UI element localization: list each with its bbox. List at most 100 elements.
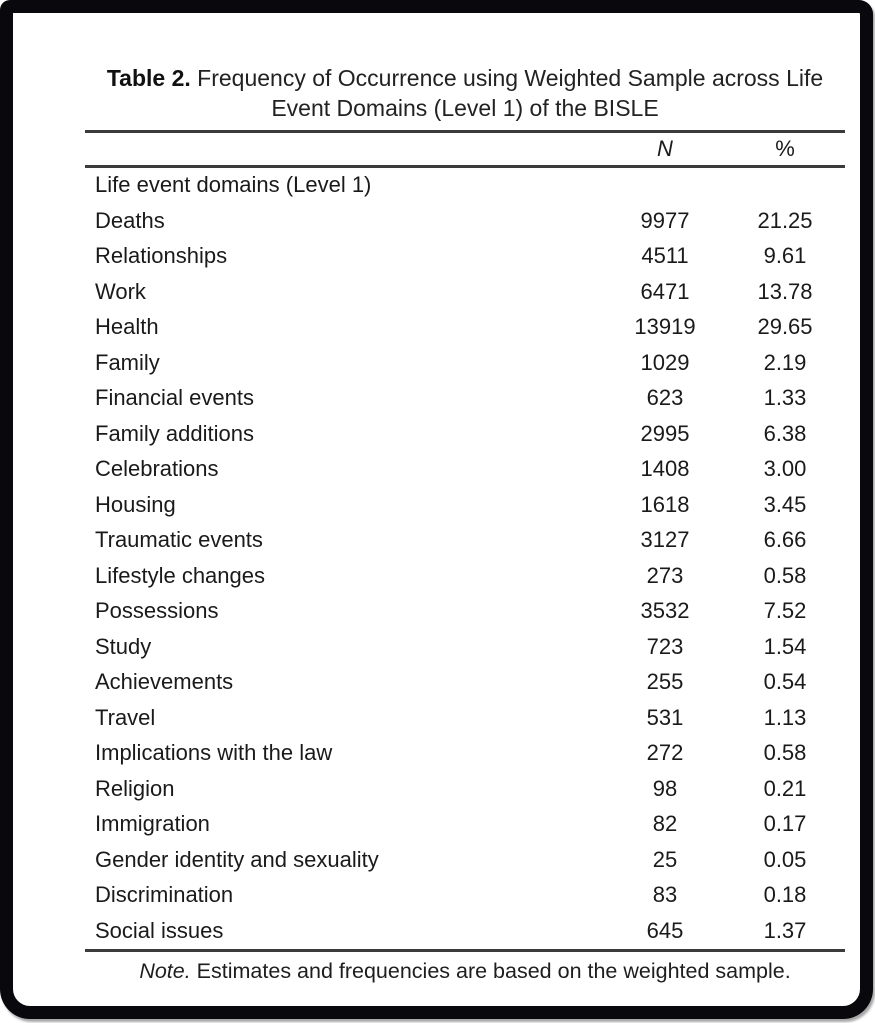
table-number: Table 2. (106, 65, 191, 91)
table-row: Deaths 9977 21.25 (85, 203, 845, 239)
row-label: Discrimination (95, 882, 234, 908)
row-n-value: 4511 (641, 243, 689, 269)
row-n-value: 82 (652, 811, 678, 837)
row-n-value: 3127 (640, 527, 690, 553)
row-n-value: 1029 (640, 349, 690, 375)
table-row: Religion 98 0.21 (85, 771, 845, 807)
table-row: Family 1029 2.19 (85, 345, 845, 381)
row-pct-value: 0.58 (763, 740, 807, 766)
row-pct-value: 7.52 (763, 598, 807, 624)
frequency-table: N % Life event domains (Level 1) Deaths … (85, 129, 845, 952)
row-pct-value: 6.38 (763, 420, 807, 446)
row-pct-value: 29.65 (757, 314, 813, 340)
row-label: Relationships (95, 243, 228, 269)
note-text: Estimates and frequencies are based on t… (190, 958, 791, 983)
row-n-value: 83 (652, 882, 678, 908)
row-label: Deaths (95, 207, 165, 233)
table-title: Table 2. Frequency of Occurrence using W… (85, 63, 845, 124)
table-row: Work 6471 13.78 (85, 274, 845, 310)
table-row: Gender identity and sexuality 25 0.05 (85, 842, 845, 878)
row-n-value: 272 (646, 740, 684, 766)
table-header-row: N % (85, 129, 845, 168)
row-n-value: 3532 (640, 598, 690, 624)
row-label: Traumatic events (95, 527, 263, 553)
row-n-value: 273 (646, 562, 684, 588)
row-label: Implications with the law (95, 740, 333, 766)
row-pct-value: 9.61 (763, 243, 807, 269)
row-pct-value: 0.54 (763, 669, 807, 695)
table-row: Health 13919 29.65 (85, 310, 845, 346)
row-pct-value: 1.37 (763, 917, 807, 943)
section-header-label: Life event domains (Level 1) (95, 172, 372, 198)
row-n-value: 25 (652, 846, 678, 872)
row-label: Religion (95, 775, 175, 801)
table-row: Housing 1618 3.45 (85, 487, 845, 523)
row-pct-value: 3.45 (763, 491, 807, 517)
table-row: Celebrations 1408 3.00 (85, 452, 845, 488)
table-row: Relationships 4511 9.61 (85, 239, 845, 275)
row-n-value: 13919 (634, 314, 696, 340)
row-n-value: 6471 (640, 278, 690, 304)
row-n-value: 623 (646, 385, 684, 411)
column-header-n: N (657, 135, 673, 161)
table-row: Social issues 645 1.37 (85, 913, 845, 949)
row-pct-value: 13.78 (757, 278, 813, 304)
table-row: Lifestyle changes 273 0.58 (85, 558, 845, 594)
row-pct-value: 0.05 (763, 846, 807, 872)
table-row: Immigration 82 0.17 (85, 807, 845, 843)
row-pct-value: 21.25 (757, 207, 813, 233)
table-title-line1: Frequency of Occurrence using Weighted S… (197, 65, 824, 91)
row-pct-value: 1.33 (763, 385, 807, 411)
table-row: Family additions 2995 6.38 (85, 416, 845, 452)
row-pct-value: 0.17 (763, 811, 807, 837)
row-pct-value: 1.54 (763, 633, 807, 659)
section-header-row: Life event domains (Level 1) (85, 168, 845, 204)
table-figure: Table 2. Frequency of Occurrence using W… (13, 13, 860, 984)
row-pct-value: 1.13 (763, 704, 807, 730)
row-pct-value: 0.18 (763, 882, 807, 908)
row-pct-value: 6.66 (763, 527, 807, 553)
column-header-pct: % (775, 135, 795, 161)
row-label: Family additions (95, 420, 254, 446)
row-pct-value: 0.58 (763, 562, 807, 588)
row-n-value: 255 (646, 669, 684, 695)
table-row: Achievements 255 0.54 (85, 665, 845, 701)
table-body: Life event domains (Level 1) Deaths 9977… (85, 168, 845, 952)
table-title-line2: Event Domains (Level 1) of the BISLE (271, 95, 659, 122)
row-n-value: 9977 (640, 207, 690, 233)
row-pct-value: 0.21 (763, 775, 807, 801)
table-row: Travel 531 1.13 (85, 700, 845, 736)
row-label: Gender identity and sexuality (95, 846, 379, 872)
row-label: Health (95, 314, 159, 340)
row-label: Social issues (95, 917, 224, 943)
row-n-value: 2995 (640, 420, 690, 446)
row-label: Immigration (95, 811, 210, 837)
row-label: Financial events (95, 385, 254, 411)
row-label: Housing (95, 491, 176, 517)
row-label: Family (95, 349, 160, 375)
row-n-value: 98 (652, 775, 678, 801)
row-label: Study (95, 633, 152, 659)
table-row: Possessions 3532 7.52 (85, 594, 845, 630)
row-label: Achievements (95, 669, 234, 695)
row-label: Possessions (95, 598, 219, 624)
row-label: Lifestyle changes (95, 562, 265, 588)
table-note: Note. Estimates and frequencies are base… (85, 959, 845, 984)
row-label: Celebrations (95, 456, 219, 482)
table-row: Study 723 1.54 (85, 629, 845, 665)
row-label: Travel (95, 704, 156, 730)
row-pct-value: 3.00 (763, 456, 807, 482)
row-n-value: 723 (646, 633, 684, 659)
row-n-value: 1618 (640, 491, 690, 517)
table-row: Discrimination 83 0.18 (85, 878, 845, 914)
table-row: Traumatic events 3127 6.66 (85, 523, 845, 559)
row-pct-value: 2.19 (763, 349, 807, 375)
row-n-value: 1408 (640, 456, 690, 482)
table-row: Financial events 623 1.33 (85, 381, 845, 417)
note-prefix: Note. (139, 958, 191, 983)
row-n-value: 531 (646, 704, 684, 730)
row-label: Work (95, 278, 146, 304)
table-row: Implications with the law 272 0.58 (85, 736, 845, 772)
row-n-value: 645 (646, 917, 684, 943)
